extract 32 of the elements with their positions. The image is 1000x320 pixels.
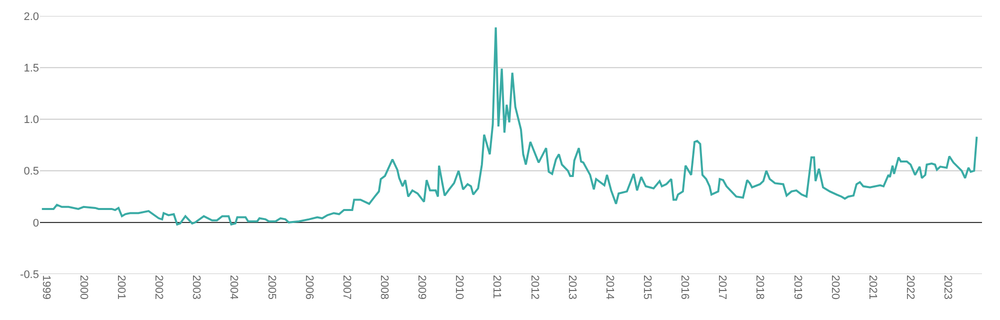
y-tick-label: 2.0 <box>24 10 39 23</box>
x-tick-label: 2009 <box>416 275 428 300</box>
x-tick-label: 2022 <box>904 275 916 300</box>
x-tick-label: 2007 <box>340 275 352 300</box>
x-tick-label: 2017 <box>716 275 728 300</box>
x-tick-label: 2019 <box>791 275 804 300</box>
x-tick-label: 2008 <box>378 275 390 300</box>
y-tick-label: 1.0 <box>24 114 39 126</box>
x-tick-label: 2002 <box>152 275 165 300</box>
x-tick-label: 2013 <box>566 275 578 300</box>
x-tick-label: 2016 <box>678 275 691 300</box>
y-tick-label: 0 <box>32 217 39 230</box>
x-tick-label: 2005 <box>265 275 278 300</box>
y-tick-label: 1.5 <box>24 62 39 74</box>
x-tick-label: 2023 <box>942 275 954 300</box>
x-tick-label: 1999 <box>40 275 52 300</box>
x-tick-label: 2003 <box>190 275 202 300</box>
x-tick-label: 2018 <box>754 275 766 300</box>
x-tick-label: 2011 <box>490 275 503 299</box>
x-tick-label: 2012 <box>528 275 540 300</box>
x-tick-label: 2000 <box>77 275 90 300</box>
y-tick-label: 0.5 <box>24 166 39 178</box>
x-tick-label: 2015 <box>641 275 654 300</box>
x-tick-label: 2020 <box>828 275 841 300</box>
x-tick-label: 2001 <box>114 275 127 300</box>
x-tick-label: 2010 <box>453 275 466 300</box>
y-tick-label: -0.5 <box>20 268 39 281</box>
x-tick-label: 2014 <box>603 275 616 300</box>
x-tick-label: 2021 <box>866 275 878 300</box>
x-tick-label: 2006 <box>302 275 315 300</box>
x-tick-label: 2004 <box>228 275 240 300</box>
line-series <box>40 26 978 226</box>
